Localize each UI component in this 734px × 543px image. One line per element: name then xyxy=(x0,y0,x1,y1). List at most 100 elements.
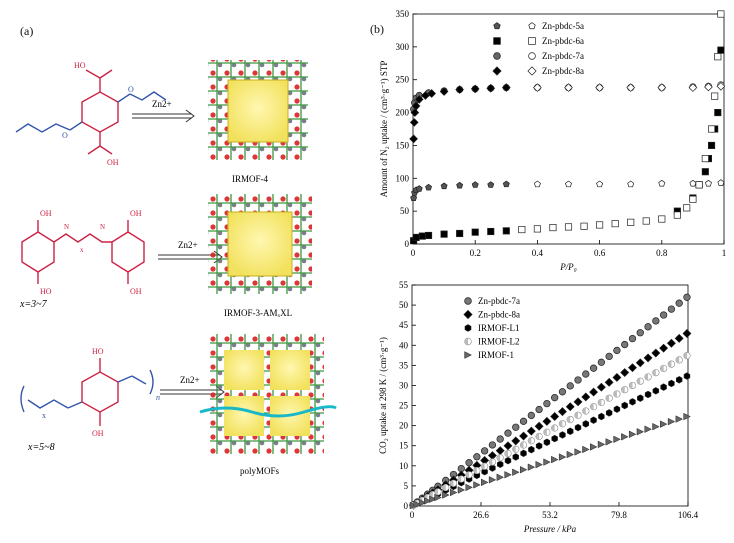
data-point xyxy=(501,83,511,92)
data-point xyxy=(597,440,606,449)
data-point xyxy=(412,233,420,241)
data-point xyxy=(642,217,650,225)
data-point xyxy=(496,473,505,482)
data-point xyxy=(613,435,621,444)
data-point xyxy=(613,405,621,413)
data-point xyxy=(565,180,572,188)
co2-uptake-chart: 0 26.6 53.2 79.8 106.4 0 5 10 15 20 25 30 35 40 45 50 55… xyxy=(378,280,699,534)
data-point xyxy=(636,329,644,337)
y-tick-label: 50 xyxy=(399,300,409,310)
data-point xyxy=(527,411,535,420)
data-point xyxy=(714,53,722,61)
mof-name-irmof-4: IRMOF-4 xyxy=(232,174,269,184)
y-tick-label: 250 xyxy=(396,75,410,85)
data-point xyxy=(519,431,528,441)
data-point xyxy=(652,369,660,377)
data-point xyxy=(434,488,442,496)
data-point xyxy=(418,232,426,240)
data-point xyxy=(439,87,449,96)
data-point xyxy=(644,373,652,381)
data-point xyxy=(533,225,541,233)
data-point xyxy=(582,420,589,428)
data-point xyxy=(480,447,489,455)
data-point xyxy=(465,483,473,492)
data-point xyxy=(566,382,574,390)
data-point xyxy=(613,346,621,355)
data-point xyxy=(660,420,668,428)
y-tick-label: 30 xyxy=(399,380,409,390)
data-point xyxy=(551,455,559,464)
data-point xyxy=(644,425,652,433)
legend-marker xyxy=(464,297,472,305)
data-point xyxy=(489,464,496,472)
x-tick-label: 0 xyxy=(410,510,415,520)
ligand-3-n: n xyxy=(156,393,160,402)
data-point xyxy=(456,229,464,238)
data-point xyxy=(682,329,692,338)
data-point xyxy=(628,363,637,373)
data-point xyxy=(503,441,513,451)
data-point xyxy=(566,450,575,459)
data-point xyxy=(424,231,433,240)
legend-marker xyxy=(493,52,501,60)
data-point xyxy=(627,218,635,226)
data-point xyxy=(427,89,436,98)
data-point xyxy=(502,180,510,188)
x-axis-label: Pressure / kPa xyxy=(523,524,577,534)
data-point xyxy=(636,428,645,436)
x-tick-label: 106.4 xyxy=(678,510,699,520)
data-point xyxy=(449,488,458,497)
data-point xyxy=(596,180,604,188)
data-point xyxy=(704,179,712,187)
data-point xyxy=(629,398,636,406)
data-point xyxy=(481,478,489,487)
data-point xyxy=(589,403,598,411)
data-point xyxy=(410,108,420,117)
data-point xyxy=(652,422,660,431)
data-point xyxy=(628,381,637,390)
data-point xyxy=(683,204,691,212)
data-point xyxy=(589,364,598,372)
data-point xyxy=(611,220,619,228)
data-point xyxy=(628,334,637,343)
ligand-3-ho: HO xyxy=(92,347,104,356)
legend-marker xyxy=(464,324,472,332)
data-point xyxy=(675,356,683,364)
data-point xyxy=(566,415,574,424)
y-tick-label: 0 xyxy=(405,239,410,249)
legend-label: Zn-pbdc-7a xyxy=(478,296,520,306)
x-tick-label: 0.6 xyxy=(594,248,606,258)
data-point xyxy=(551,434,558,443)
data-point xyxy=(504,456,512,465)
data-point xyxy=(409,501,418,510)
data-point xyxy=(704,82,713,92)
y-axis-label: Amount of N₂ uptake / (cm³·g⁻¹) STP xyxy=(379,61,389,198)
data-point xyxy=(518,225,526,234)
data-point xyxy=(543,438,551,446)
data-point xyxy=(596,382,606,392)
data-point xyxy=(535,442,543,450)
data-point xyxy=(595,83,604,92)
data-point xyxy=(620,368,630,378)
data-point xyxy=(535,460,543,469)
data-point xyxy=(511,436,521,446)
data-point xyxy=(621,340,629,349)
data-point xyxy=(574,423,582,432)
legend-marker xyxy=(528,37,536,45)
data-point xyxy=(456,181,464,189)
data-point xyxy=(644,323,652,331)
data-point xyxy=(549,224,557,232)
reagent-label-3: Zn2+ xyxy=(180,375,200,385)
data-point xyxy=(708,141,716,149)
data-point xyxy=(667,360,675,368)
data-point xyxy=(657,83,667,92)
ligand-2-oh-right: OH xyxy=(130,209,142,218)
data-point xyxy=(457,475,465,483)
plot-frame xyxy=(412,13,725,245)
data-point xyxy=(421,91,430,100)
ligand-3-oh: OH xyxy=(92,429,104,438)
data-point xyxy=(440,182,448,190)
data-point xyxy=(543,399,551,408)
data-point xyxy=(504,429,512,437)
reagent-label-1: Zn2+ xyxy=(152,99,172,109)
